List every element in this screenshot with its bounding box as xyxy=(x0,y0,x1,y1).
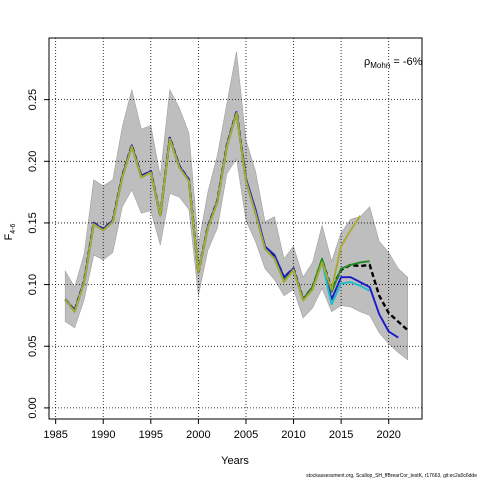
x-tick-label: 1985 xyxy=(43,429,67,441)
rho-value: = -6% xyxy=(390,56,422,68)
x-tick-label: 1995 xyxy=(139,429,163,441)
x-tick-label: 2020 xyxy=(376,429,400,441)
y-tick-label: 0.00 xyxy=(27,397,39,418)
series-lines xyxy=(64,110,409,339)
grid xyxy=(49,38,422,419)
footnote: stockassessment.org, Scallop_SH_ffBrearC… xyxy=(306,473,477,479)
series-line-5 xyxy=(64,112,361,313)
x-axis: 1985 1990 1995 2000 2005 2010 2015 2020 xyxy=(43,419,401,441)
x-axis-title: Years xyxy=(221,455,249,467)
y-axis-title-sub: 4-6 xyxy=(10,223,17,233)
y-axis: 0.00 0.05 0.10 0.15 0.20 0.25 xyxy=(27,89,49,419)
y-tick-label: 0.10 xyxy=(27,274,39,295)
y-tick-label: 0.20 xyxy=(27,151,39,172)
y-tick-label: 0.25 xyxy=(27,89,39,110)
x-tick-label: 2005 xyxy=(234,429,258,441)
rho-subscript: Mohn xyxy=(370,61,390,70)
y-axis-title: F4-6 xyxy=(3,223,17,240)
mohn-rho-annotation: ρMohn = -6% xyxy=(364,56,423,70)
y-tick-label: 0.15 xyxy=(27,212,39,233)
x-tick-label: 2010 xyxy=(281,429,305,441)
y-tick-label: 0.05 xyxy=(27,336,39,357)
x-tick-label: 2000 xyxy=(186,429,210,441)
rho-symbol: ρ xyxy=(364,56,370,68)
x-tick-label: 2015 xyxy=(329,429,353,441)
plot-frame xyxy=(48,37,423,420)
y-axis-title-main: F xyxy=(3,233,15,240)
x-tick-label: 1990 xyxy=(91,429,115,441)
